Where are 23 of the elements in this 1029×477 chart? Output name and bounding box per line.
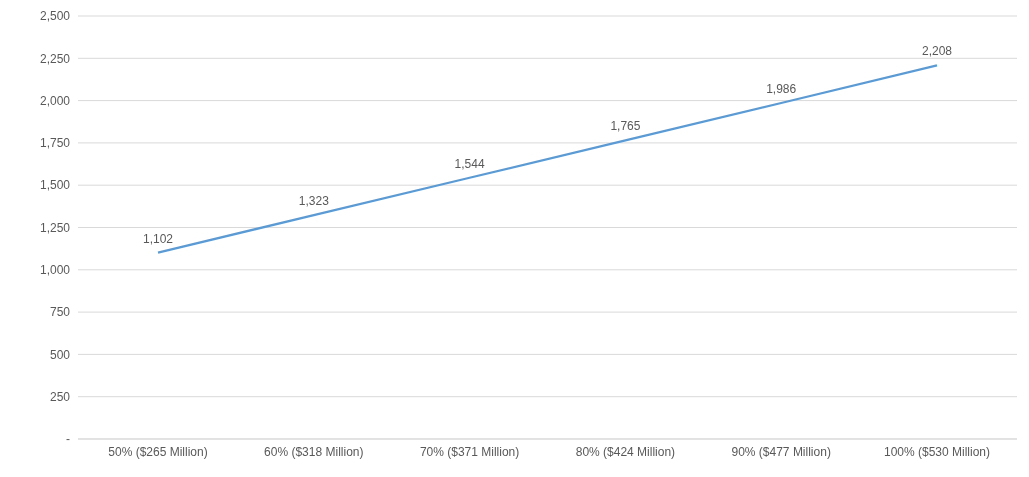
x-tick-label: 100% ($530 Million)	[883, 444, 991, 459]
y-tick-label: 2,250	[39, 51, 71, 66]
y-tick-label: 2,000	[39, 93, 71, 108]
data-label: 1,986	[766, 81, 797, 96]
x-tick-label: 80% ($424 Million)	[575, 444, 676, 459]
data-label: 2,208	[921, 44, 953, 59]
y-tick-label: 1,250	[39, 220, 71, 235]
y-tick-label: 750	[49, 305, 71, 320]
x-tick-label: 70% ($371 Million)	[419, 444, 520, 459]
data-label: 1,544	[454, 156, 485, 171]
x-tick-label: 50% ($265 Million)	[108, 444, 208, 459]
y-tick-label: 2,500	[39, 9, 71, 24]
y-tick-label: 250	[49, 389, 71, 404]
y-tick-label: 500	[49, 347, 71, 362]
data-label: 1,323	[298, 194, 330, 209]
y-tick-label: 1,000	[39, 263, 71, 278]
x-tick-label: 90% ($477 Million)	[731, 444, 831, 459]
y-tick-label: -	[66, 432, 70, 447]
y-tick-label: 1,500	[39, 178, 71, 193]
x-tick-label: 60% ($318 Million)	[264, 444, 364, 459]
data-label: 1,102	[142, 231, 174, 246]
y-tick-label: 1,750	[39, 136, 71, 151]
data-label: 1,765	[610, 119, 641, 134]
